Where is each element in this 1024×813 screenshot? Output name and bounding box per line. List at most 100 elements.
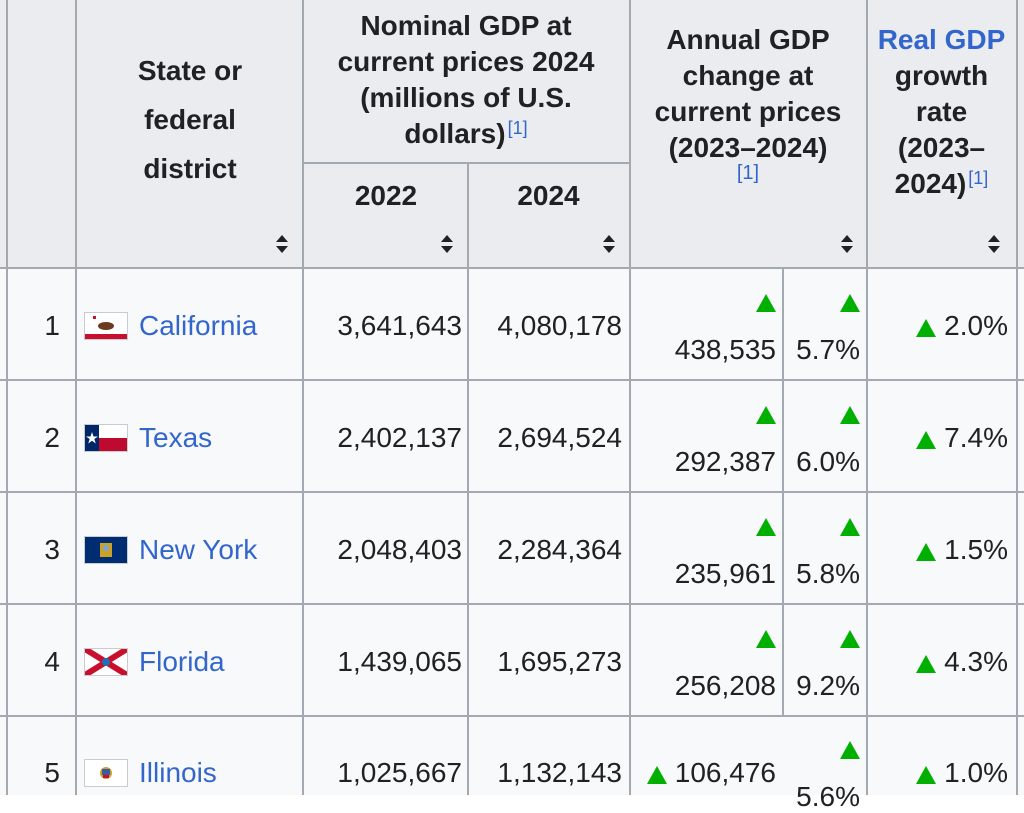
gdp-change: 256,208 (674, 670, 776, 701)
triangle-up-icon (756, 630, 776, 648)
header-nominal-gdp: Nominal GDP at current prices 2024 (mill… (306, 8, 626, 152)
gdp-change: 235,961 (674, 558, 776, 589)
header-line: growth (894, 60, 989, 91)
header-line: current prices (654, 96, 842, 127)
state-link-texas[interactable]: Texas (139, 422, 213, 453)
florida-flag-icon[interactable] (84, 648, 128, 676)
rank: 4 (44, 646, 60, 677)
california-flag-icon[interactable] (84, 312, 128, 340)
header-real-growth[interactable]: Real GDP growth rate (2023– 2024) [1] (869, 22, 1014, 202)
header-line: change at (682, 60, 814, 91)
sort-arrows-icon[interactable] (988, 235, 1000, 253)
grid-line (629, 0, 631, 795)
gdp-change-percent: 6.0% (796, 446, 860, 477)
gdp-2024: 2,284,364 (497, 534, 622, 565)
grid-line (0, 267, 1024, 269)
grid-line (0, 379, 1024, 381)
gdp-2022: 1,439,065 (337, 646, 462, 677)
header-line: dollars) (404, 118, 506, 149)
illinois-flag-icon[interactable] (84, 759, 128, 787)
triangle-up-icon (756, 518, 776, 536)
gdp-2024: 1,132,143 (497, 757, 622, 788)
sort-arrows-icon[interactable] (603, 235, 615, 253)
header-line: (millions of U.S. (360, 82, 572, 113)
header-line: Nominal GDP at (360, 10, 572, 41)
grid-line (1016, 0, 1018, 795)
gdp-2024: 4,080,178 (497, 310, 622, 341)
grid-line (6, 0, 8, 795)
gdp-change-percent: 5.7% (796, 334, 860, 365)
triangle-up-icon (756, 406, 776, 424)
grid-line (0, 715, 1024, 717)
sort-arrows-icon[interactable] (276, 235, 288, 253)
triangle-up-icon (756, 294, 776, 312)
gdp-2022: 3,641,643 (337, 310, 462, 341)
grid-line (782, 269, 784, 717)
header-state[interactable]: State or federal district (80, 46, 300, 193)
gdp-2022: 2,048,403 (337, 534, 462, 565)
rank: 2 (44, 422, 60, 453)
header-year-2024[interactable]: 2024 (517, 180, 580, 211)
rank: 1 (44, 310, 60, 341)
grid-line (467, 163, 469, 795)
triangle-up-icon (916, 318, 937, 337)
triangle-up-icon (840, 630, 860, 648)
rank: 5 (44, 757, 60, 788)
rank: 3 (44, 534, 60, 565)
gdp-change: 106,476 (634, 757, 776, 789)
real-growth: 1.5% (872, 534, 1008, 566)
state-link-illinois[interactable]: Illinois (139, 757, 217, 788)
real-growth-value: 7.4% (944, 422, 1008, 453)
real-growth-value: 1.5% (944, 534, 1008, 565)
header-line: Annual GDP (666, 24, 830, 55)
gdp-change-percent: 9.2% (796, 670, 860, 701)
table-header (0, 0, 1024, 268)
header-line: current prices 2024 (337, 46, 595, 77)
gdp-change-value: 106,476 (674, 757, 776, 788)
real-gdp-link[interactable]: Real GDP (877, 24, 1006, 55)
triangle-up-icon (916, 542, 937, 561)
header-line: federal (144, 104, 236, 135)
gdp-2022: 2,402,137 (337, 422, 462, 453)
header-line: rate (915, 96, 968, 127)
sort-arrows-icon[interactable] (841, 235, 853, 253)
grid-line (0, 491, 1024, 493)
gdp-2024: 1,695,273 (497, 646, 622, 677)
gdp-change: 438,535 (674, 334, 776, 365)
reference-link[interactable]: [1] (968, 168, 989, 188)
header-line: (2023–2024) (668, 132, 828, 163)
grid-line (0, 603, 1024, 605)
reference-link[interactable]: [1] (507, 118, 528, 138)
new-york-flag-icon[interactable] (84, 536, 128, 564)
state-link-california[interactable]: California (139, 310, 258, 341)
real-growth-value: 4.3% (944, 646, 1008, 677)
gdp-2022: 1,025,667 (337, 757, 462, 788)
triangle-up-icon (840, 406, 860, 424)
table-row (0, 381, 1024, 491)
gdp-2024: 2,694,524 (497, 422, 622, 453)
grid-line (75, 0, 77, 795)
header-annual-change[interactable]: Annual GDP change at current prices (202… (632, 22, 864, 166)
header-line: district (143, 153, 237, 184)
header-line: (2023– (897, 132, 986, 163)
real-growth: 2.0% (872, 310, 1008, 342)
triangle-up-icon (840, 294, 860, 312)
gdp-change: 292,387 (674, 446, 776, 477)
header-year-2022[interactable]: 2022 (354, 180, 418, 211)
grid-line (866, 0, 868, 795)
table-row (0, 493, 1024, 603)
sort-arrows-icon[interactable] (441, 235, 453, 253)
gdp-change-percent: 5.8% (796, 558, 860, 589)
real-growth-value: 1.0% (944, 757, 1008, 788)
triangle-up-icon (916, 430, 937, 449)
triangle-up-icon (916, 765, 937, 784)
real-growth: 1.0% (872, 757, 1008, 789)
real-growth-value: 2.0% (944, 310, 1008, 341)
table-row (0, 269, 1024, 379)
reference-link[interactable]: [1] (736, 162, 760, 184)
grid-line (302, 162, 630, 164)
real-growth: 4.3% (872, 646, 1008, 678)
state-link-florida[interactable]: Florida (139, 646, 225, 677)
texas-flag-icon[interactable] (84, 424, 128, 452)
state-link-new-york[interactable]: New York (139, 534, 258, 565)
